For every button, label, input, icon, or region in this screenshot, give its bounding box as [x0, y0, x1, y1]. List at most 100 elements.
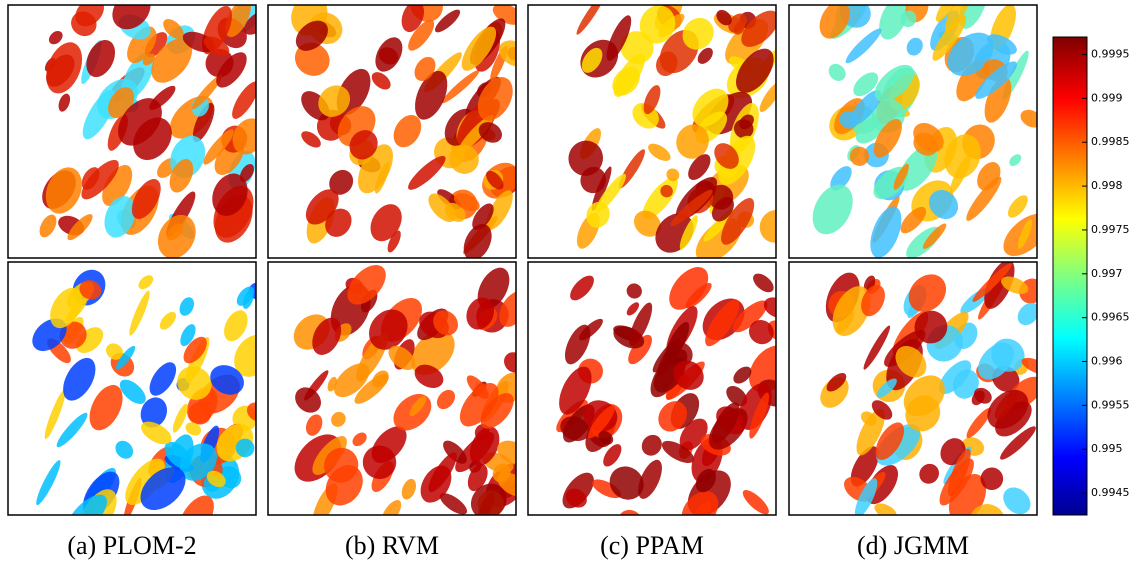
texture — [104, 196, 136, 238]
texture — [705, 299, 740, 347]
panel-frame — [7, 261, 257, 516]
texture — [467, 463, 488, 492]
texture — [656, 51, 678, 77]
texture — [711, 196, 734, 222]
tick-label: 0.9955 — [1091, 398, 1130, 411]
texture — [331, 411, 346, 427]
texture — [106, 343, 124, 360]
texture — [497, 440, 516, 465]
texture — [947, 448, 971, 497]
texture — [46, 42, 83, 94]
texture — [922, 223, 947, 249]
texture — [1017, 302, 1037, 326]
texture — [312, 317, 342, 355]
texture — [478, 122, 502, 143]
texture — [741, 10, 776, 47]
texture — [944, 134, 981, 179]
texture — [742, 489, 769, 515]
texture — [1020, 109, 1037, 128]
panel-image — [291, 5, 516, 258]
texture — [669, 267, 709, 310]
texture — [305, 189, 339, 225]
texture — [401, 478, 417, 500]
texture — [759, 81, 776, 113]
texture — [753, 273, 774, 293]
texture — [179, 297, 195, 316]
texture — [381, 500, 402, 515]
texture — [183, 336, 207, 364]
tick-label: 0.9985 — [1091, 135, 1130, 148]
colorbar-ticks: 0.9945 0.995 0.9955 0.996 0.9965 0.997 0.9975 0… — [1082, 48, 1130, 499]
texture — [830, 166, 852, 191]
texture — [375, 37, 403, 72]
panel-image — [812, 5, 1037, 258]
texture — [428, 193, 456, 222]
texture — [763, 297, 776, 319]
texture — [666, 168, 680, 182]
texture — [828, 63, 846, 81]
texture — [371, 72, 391, 90]
texture — [641, 434, 662, 456]
texture — [232, 118, 256, 155]
texture — [409, 395, 427, 417]
texture — [243, 11, 256, 35]
texture — [661, 440, 695, 464]
texture — [89, 384, 123, 431]
texture — [570, 275, 594, 301]
texture — [975, 61, 1017, 99]
texture — [63, 357, 96, 401]
texture — [39, 214, 57, 238]
texture — [873, 118, 902, 158]
texture — [414, 364, 444, 388]
colorbar — [1052, 36, 1088, 516]
texture — [853, 72, 879, 97]
panel-image — [32, 269, 256, 515]
texture — [1009, 154, 1022, 166]
caption: (b) RVM — [345, 531, 439, 560]
panel-image — [556, 267, 776, 515]
texture — [347, 265, 386, 305]
texture — [477, 77, 513, 121]
texture — [301, 131, 321, 148]
texture — [565, 488, 587, 508]
texture — [626, 283, 642, 299]
texture — [203, 129, 234, 165]
texture — [486, 190, 513, 230]
texture — [980, 467, 1004, 491]
panel-frame — [267, 261, 517, 516]
panel — [7, 261, 257, 516]
texture — [845, 28, 882, 64]
texture — [648, 143, 671, 161]
texture — [1000, 426, 1036, 460]
texture — [854, 478, 878, 515]
texture — [414, 56, 436, 81]
panels — [7, 4, 1038, 516]
texture — [408, 19, 435, 51]
texture — [736, 48, 774, 93]
caption: (d) JGMM — [857, 531, 969, 560]
texture — [906, 37, 923, 56]
texture — [436, 389, 456, 410]
texture — [974, 387, 992, 404]
texture — [732, 300, 768, 333]
texture — [691, 501, 712, 515]
texture — [1017, 218, 1033, 249]
texture — [44, 389, 66, 439]
panel-frame — [267, 4, 517, 259]
texture — [352, 432, 367, 447]
texture — [863, 325, 891, 370]
texture — [178, 495, 214, 515]
texture — [1003, 487, 1031, 515]
texture — [695, 468, 716, 493]
texture — [212, 173, 248, 216]
texture — [832, 286, 871, 336]
texture — [714, 143, 739, 169]
texture — [499, 40, 516, 67]
texture — [216, 52, 247, 88]
texture — [591, 166, 612, 211]
texture — [349, 130, 378, 160]
texture — [453, 193, 480, 212]
texture — [163, 19, 184, 40]
texture — [978, 342, 1014, 380]
texture — [819, 5, 850, 39]
